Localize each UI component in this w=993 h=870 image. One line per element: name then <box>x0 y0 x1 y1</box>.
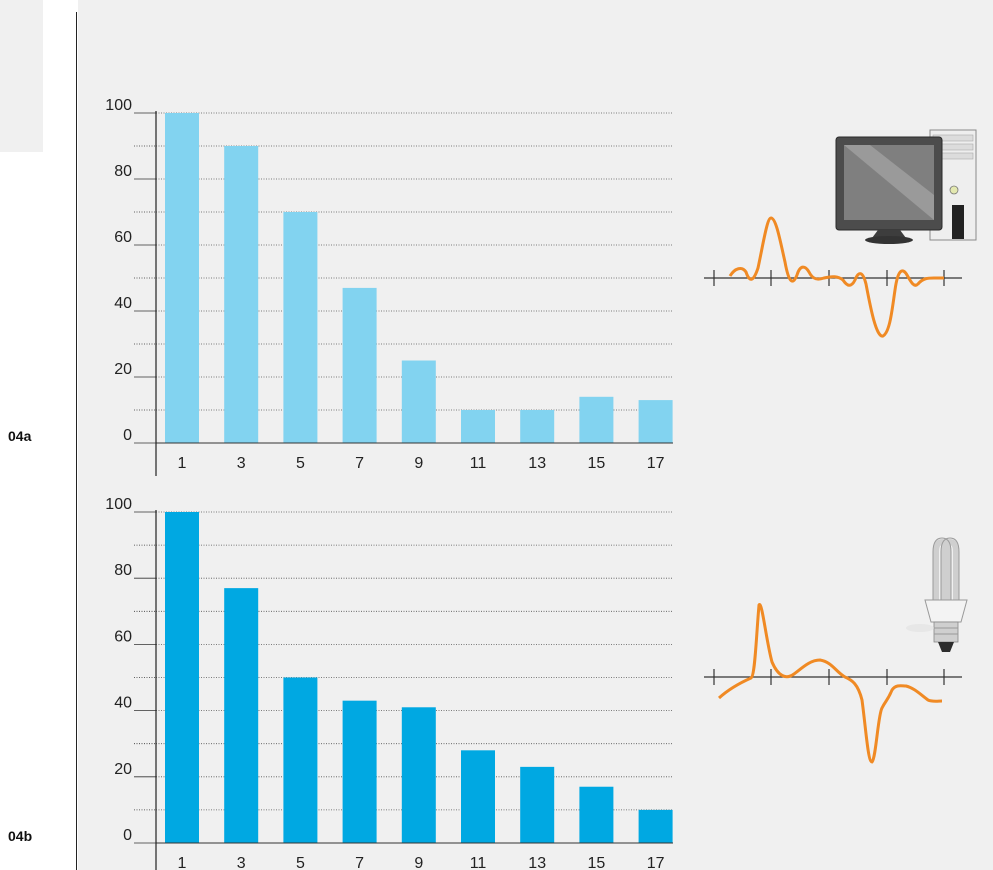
bar-13 <box>520 410 555 443</box>
x-tick-label: 13 <box>528 455 546 472</box>
x-tick-label: 3 <box>237 455 246 472</box>
compact-fluorescent-lamp-icon <box>906 537 968 652</box>
x-tick-label: 11 <box>470 455 487 472</box>
bar-1 <box>165 512 199 843</box>
x-tick-label: 3 <box>237 855 246 870</box>
waveform-a <box>704 216 962 338</box>
x-tick-label: 5 <box>296 855 305 870</box>
bar-13 <box>520 766 555 843</box>
y-tick-label: 100 <box>105 496 132 513</box>
x-tick-label: 17 <box>647 855 665 870</box>
bar-15 <box>579 396 614 443</box>
y-tick-label: 0 <box>123 827 132 844</box>
x-tick-label: 11 <box>470 855 487 870</box>
side-tab <box>0 0 43 152</box>
waveform-curve-b <box>717 603 943 764</box>
x-tick-label: 1 <box>178 855 187 870</box>
x-tick-label: 9 <box>414 855 423 870</box>
bar-15 <box>579 786 614 843</box>
x-tick-label: 7 <box>355 455 364 472</box>
y-tick-label: 60 <box>114 229 132 246</box>
y-tick-label: 80 <box>114 562 132 579</box>
bar-5 <box>283 677 318 843</box>
x-tick-label: 5 <box>296 455 305 472</box>
vertical-divider <box>76 12 77 870</box>
y-tick-label: 80 <box>114 163 132 180</box>
x-tick-label: 15 <box>588 855 606 870</box>
panel-label-04a: 04a <box>8 428 32 444</box>
bar-7 <box>342 287 377 443</box>
x-tick-label: 17 <box>647 455 665 472</box>
bar-7 <box>342 700 377 843</box>
y-tick-label: 40 <box>114 295 132 312</box>
y-tick-label: 100 <box>105 97 132 114</box>
bar-9 <box>401 707 436 843</box>
desktop-computer-icon <box>835 129 977 244</box>
bar-5 <box>283 212 318 443</box>
bar-9 <box>401 360 436 443</box>
y-tick-label: 20 <box>114 761 132 778</box>
x-tick-label: 9 <box>414 455 423 472</box>
bar-1 <box>165 113 199 443</box>
x-tick-label: 13 <box>528 855 546 870</box>
bar-3 <box>224 146 259 443</box>
y-tick-label: 40 <box>114 695 132 712</box>
y-tick-label: 60 <box>114 628 132 645</box>
bar-3 <box>224 588 259 843</box>
bar-17 <box>638 809 673 843</box>
x-tick-label: 7 <box>355 855 364 870</box>
y-tick-label: 20 <box>114 361 132 378</box>
waveform-b <box>704 603 962 764</box>
bar-11 <box>461 750 495 843</box>
panel-label-04b: 04b <box>8 828 33 844</box>
x-tick-label: 1 <box>178 455 187 472</box>
x-tick-label: 15 <box>588 455 606 472</box>
waveform-curve-a <box>728 216 944 338</box>
y-tick-label: 0 <box>123 427 132 444</box>
bar-17 <box>638 400 673 443</box>
bar-11 <box>461 410 495 443</box>
waveform-ticks-b <box>713 669 945 685</box>
